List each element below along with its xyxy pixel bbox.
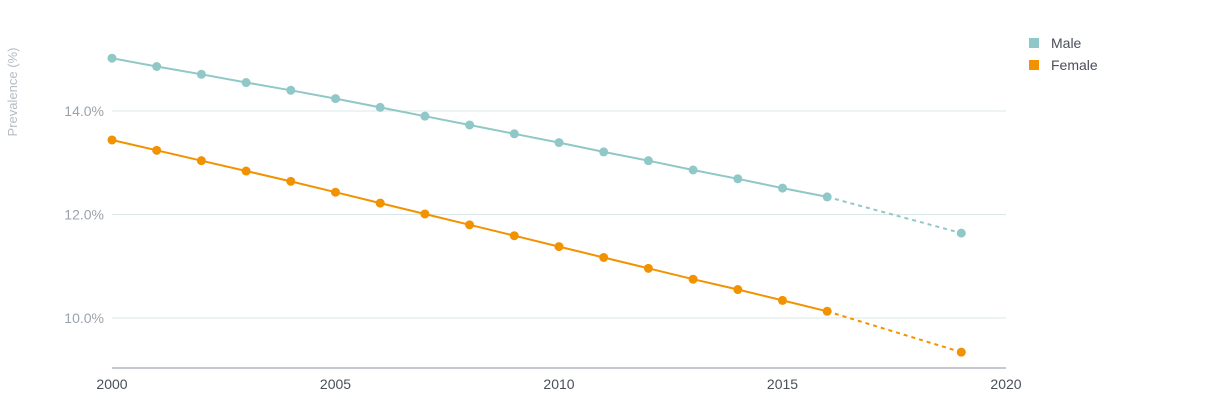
data-point-male[interactable] (286, 85, 296, 95)
data-point-male[interactable] (375, 102, 385, 112)
data-point-female[interactable] (509, 231, 519, 241)
y-tick-label: 12.0% (64, 207, 104, 223)
data-point-female[interactable] (241, 166, 251, 176)
x-tick-label: 2010 (543, 376, 574, 392)
x-tick-label: 2015 (767, 376, 798, 392)
data-point-male[interactable] (107, 53, 117, 63)
data-point-female[interactable] (331, 187, 340, 197)
data-point-female[interactable] (599, 252, 609, 262)
data-point-male[interactable] (778, 183, 787, 193)
y-tick-label: 14.0% (64, 103, 104, 119)
data-point-female[interactable] (822, 306, 832, 316)
legend-swatch-female (1029, 60, 1039, 70)
data-point-female[interactable] (465, 220, 475, 230)
series-projection-female (826, 310, 962, 354)
grid-lines (112, 110, 1006, 319)
series-projection-male (826, 195, 962, 235)
legend: Male Female (1029, 35, 1098, 73)
data-point-male[interactable] (956, 228, 966, 238)
data-point-male[interactable] (420, 111, 430, 121)
data-point-female[interactable] (107, 135, 117, 145)
data-point-female[interactable] (733, 285, 743, 295)
legend-label-female: Female (1051, 57, 1098, 73)
data-point-female[interactable] (956, 347, 966, 357)
data-point-male[interactable] (509, 129, 519, 139)
data-point-male[interactable] (688, 165, 698, 175)
series-layer (107, 53, 966, 357)
data-point-male[interactable] (152, 61, 162, 71)
data-point-male[interactable] (599, 147, 609, 157)
data-point-female[interactable] (286, 176, 296, 186)
legend-label-male: Male (1051, 35, 1082, 51)
data-point-female[interactable] (643, 263, 653, 273)
x-tick-label: 2005 (320, 376, 351, 392)
y-axis-title: Prevalence (%) (5, 48, 20, 137)
data-point-female[interactable] (196, 156, 206, 166)
x-tick-label: 2000 (96, 376, 127, 392)
data-point-male[interactable] (241, 78, 251, 88)
data-point-male[interactable] (331, 94, 340, 104)
x-tick-label: 2020 (990, 376, 1021, 392)
data-point-male[interactable] (196, 69, 206, 79)
data-point-female[interactable] (375, 198, 385, 208)
data-point-male[interactable] (643, 156, 653, 166)
y-tick-label: 10.0% (64, 310, 104, 326)
data-point-female[interactable] (688, 274, 698, 284)
data-point-female[interactable] (152, 145, 162, 155)
data-point-female[interactable] (420, 209, 430, 219)
data-point-male[interactable] (554, 138, 564, 148)
data-point-female[interactable] (554, 242, 564, 252)
legend-swatch-male (1029, 38, 1039, 48)
y-axis-ticks: 14.0% 12.0% 10.0% (64, 103, 104, 326)
data-point-male[interactable] (733, 174, 743, 184)
data-point-male[interactable] (465, 120, 475, 130)
data-point-male[interactable] (822, 192, 832, 202)
x-axis-ticks: 2000 2005 2010 2015 2020 (96, 376, 1021, 392)
data-point-female[interactable] (778, 295, 787, 305)
